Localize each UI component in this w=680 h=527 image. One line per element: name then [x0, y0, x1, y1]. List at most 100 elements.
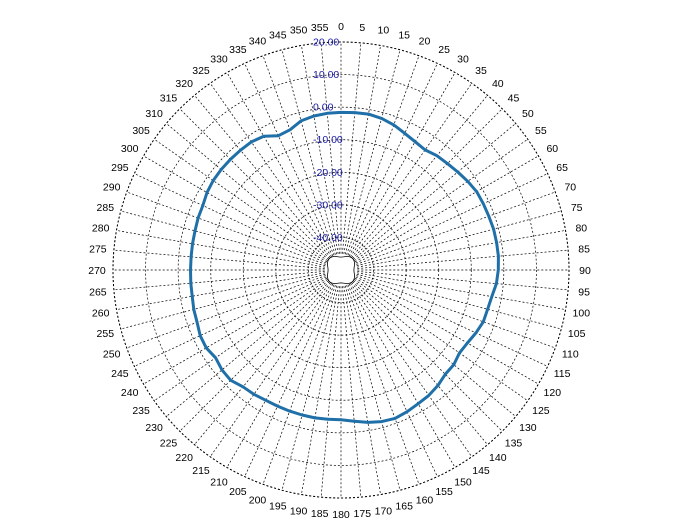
angle-tick-label: 30 [457, 54, 469, 66]
angle-tick-label: 285 [97, 202, 115, 214]
grid-spoke-16 [356, 230, 566, 268]
grid-spoke-71 [320, 42, 340, 254]
grid-spoke-64 [194, 95, 331, 258]
angle-tick-label: 325 [192, 65, 210, 77]
grid-spoke-9 [352, 108, 503, 259]
grid-spoke-34 [343, 285, 381, 495]
radial-tick-label: -30.00 [313, 199, 343, 211]
grid-spoke-37 [320, 286, 340, 498]
grid-ring-1 [145, 74, 537, 466]
angle-tick-label: 205 [229, 486, 247, 498]
grid-spoke-11 [354, 138, 528, 261]
angle-tick-label: 25 [438, 44, 450, 56]
angular-grid-spokes [113, 42, 569, 498]
angle-tick-label: 95 [578, 286, 590, 298]
angle-tick-label: 275 [89, 244, 107, 256]
angle-tick-label: 10 [378, 25, 390, 37]
angle-tick-label: 220 [175, 452, 193, 464]
angle-tick-label: 240 [121, 387, 139, 399]
grid-spoke-31 [347, 284, 438, 477]
angle-tick-label: 20 [419, 36, 431, 48]
grid-spoke-59 [134, 173, 327, 264]
grid-spoke-13 [355, 173, 548, 264]
angle-tick-label: 140 [489, 452, 507, 464]
angle-tick-label: 155 [435, 486, 453, 498]
grid-spoke-65 [209, 83, 332, 257]
angle-tick-label: 0 [338, 21, 344, 33]
grid-spoke-15 [356, 210, 562, 267]
angle-tick-label: 175 [354, 508, 372, 520]
grid-spoke-22 [356, 275, 556, 349]
grid-spoke-25 [354, 279, 528, 402]
angle-tick-label: 35 [475, 65, 487, 77]
grid-spoke-8 [351, 95, 488, 258]
grid-spoke-60 [143, 155, 328, 263]
grid-spoke-4 [346, 55, 420, 255]
grid-spoke-28 [351, 282, 488, 445]
grid-spoke-10 [353, 123, 516, 260]
grid-spoke-58 [126, 191, 326, 265]
grid-spoke-40 [262, 285, 336, 485]
grid-spoke-21 [356, 273, 562, 330]
grid-ring-2 [177, 106, 505, 434]
grid-spoke-70 [301, 45, 339, 255]
grid-spoke-63 [179, 108, 330, 259]
angle-tick-label: 105 [568, 328, 586, 340]
grid-spoke-45 [179, 281, 330, 432]
grid-spoke-33 [344, 285, 401, 491]
angle-tick-label: 245 [111, 368, 129, 380]
grid-spoke-39 [281, 285, 338, 491]
grid-spoke-50 [126, 275, 326, 349]
grid-spoke-20 [356, 272, 566, 310]
angle-tick-label: 180 [332, 509, 350, 521]
grid-spoke-12 [354, 155, 539, 263]
grid-ring-0 [112, 41, 570, 499]
angle-tick-label: 125 [532, 405, 550, 417]
angle-tick-label: 235 [132, 405, 150, 417]
grid-spoke-35 [342, 286, 362, 498]
angle-tick-label: 225 [160, 438, 178, 450]
angle-tick-label: 295 [111, 162, 129, 174]
angle-tick-label: 135 [505, 438, 523, 450]
grid-spoke-46 [166, 280, 329, 417]
angle-tick-label: 165 [395, 501, 413, 513]
angle-tick-label: 250 [103, 349, 121, 361]
angle-tick-label: 270 [88, 265, 106, 277]
angle-tick-label: 350 [290, 25, 308, 37]
grid-spoke-42 [226, 283, 334, 468]
center-blank [327, 256, 355, 284]
angle-tick-label: 75 [571, 202, 583, 214]
grid-spoke-55 [113, 249, 325, 269]
angle-tick-label: 110 [562, 349, 579, 361]
angle-tick-label: 100 [573, 307, 591, 319]
angle-tick-label: 70 [564, 182, 576, 194]
angle-tick-label: 335 [229, 44, 247, 56]
grid-spoke-30 [348, 283, 456, 468]
grid-spoke-23 [355, 276, 548, 367]
grid-spoke-19 [357, 271, 569, 291]
radial-tick-label: 10.00 [313, 69, 339, 81]
angle-tick-label: 305 [132, 125, 150, 137]
angle-tick-label: 215 [192, 465, 210, 477]
angle-tick-label: 60 [546, 143, 558, 155]
grid-spoke-53 [113, 271, 325, 291]
angle-tick-label: 80 [575, 223, 587, 235]
angle-tick-label: 300 [121, 143, 139, 155]
grid-spoke-67 [244, 63, 335, 256]
angle-tick-label: 265 [89, 286, 107, 298]
angle-tick-label: 330 [210, 54, 228, 66]
grid-spoke-2 [343, 45, 381, 255]
angle-tick-label: 280 [92, 223, 110, 235]
grid-spoke-32 [346, 285, 420, 485]
angle-tick-label: 170 [375, 505, 393, 517]
angle-tick-label: 120 [544, 387, 562, 399]
grid-spoke-27 [352, 281, 503, 432]
angle-tick-label: 90 [579, 265, 591, 277]
grid-spoke-48 [143, 277, 328, 385]
angle-tick-label: 210 [210, 476, 228, 488]
angle-tick-label: 150 [454, 476, 472, 488]
angle-tick-label: 345 [269, 29, 287, 41]
angle-tick-label: 230 [145, 422, 163, 434]
